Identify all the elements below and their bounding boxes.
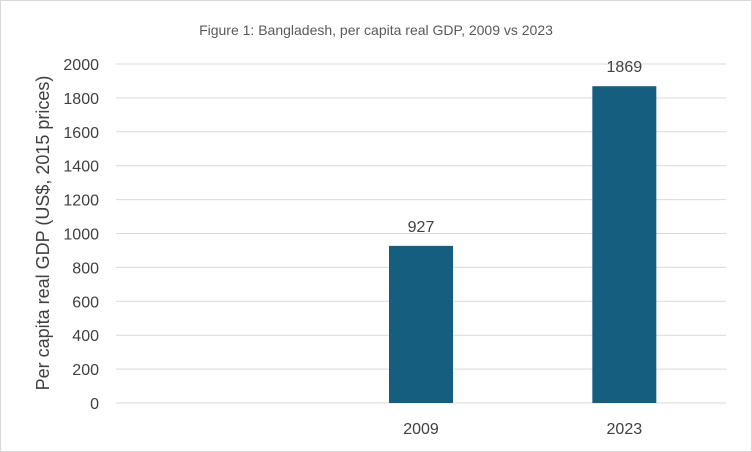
y-tick-label: 400 xyxy=(72,328,99,345)
y-axis-label: Per capita real GDP (US$, 2015 prices) xyxy=(33,76,53,391)
y-tick-label: 1600 xyxy=(63,125,99,142)
y-tick-label: 1800 xyxy=(63,91,99,108)
bar-2009 xyxy=(389,245,453,403)
x-tick-label: 2009 xyxy=(403,421,439,438)
y-tick-label: 2000 xyxy=(63,57,99,74)
data-label-2009: 927 xyxy=(408,219,435,236)
y-axis-ticks: 0 200 400 600 800 1000 1200 1400 1600 1800 2000 xyxy=(63,57,99,413)
bars: 927 1869 xyxy=(389,59,657,403)
y-tick-label: 1200 xyxy=(63,193,99,210)
y-tick-label: 200 xyxy=(72,362,99,379)
y-tick-label: 0 xyxy=(90,396,99,413)
y-tick-label: 1000 xyxy=(63,227,99,244)
bar-2023 xyxy=(592,86,657,403)
x-axis-ticks: 2009 2023 xyxy=(403,421,642,438)
y-tick-label: 1400 xyxy=(63,159,99,176)
chart-title: Figure 1: Bangladesh, per capita real GD… xyxy=(199,22,553,38)
y-tick-label: 600 xyxy=(72,294,99,311)
x-tick-label: 2023 xyxy=(607,421,643,438)
data-label-2023: 1869 xyxy=(607,59,643,76)
y-tick-label: 800 xyxy=(72,260,99,277)
